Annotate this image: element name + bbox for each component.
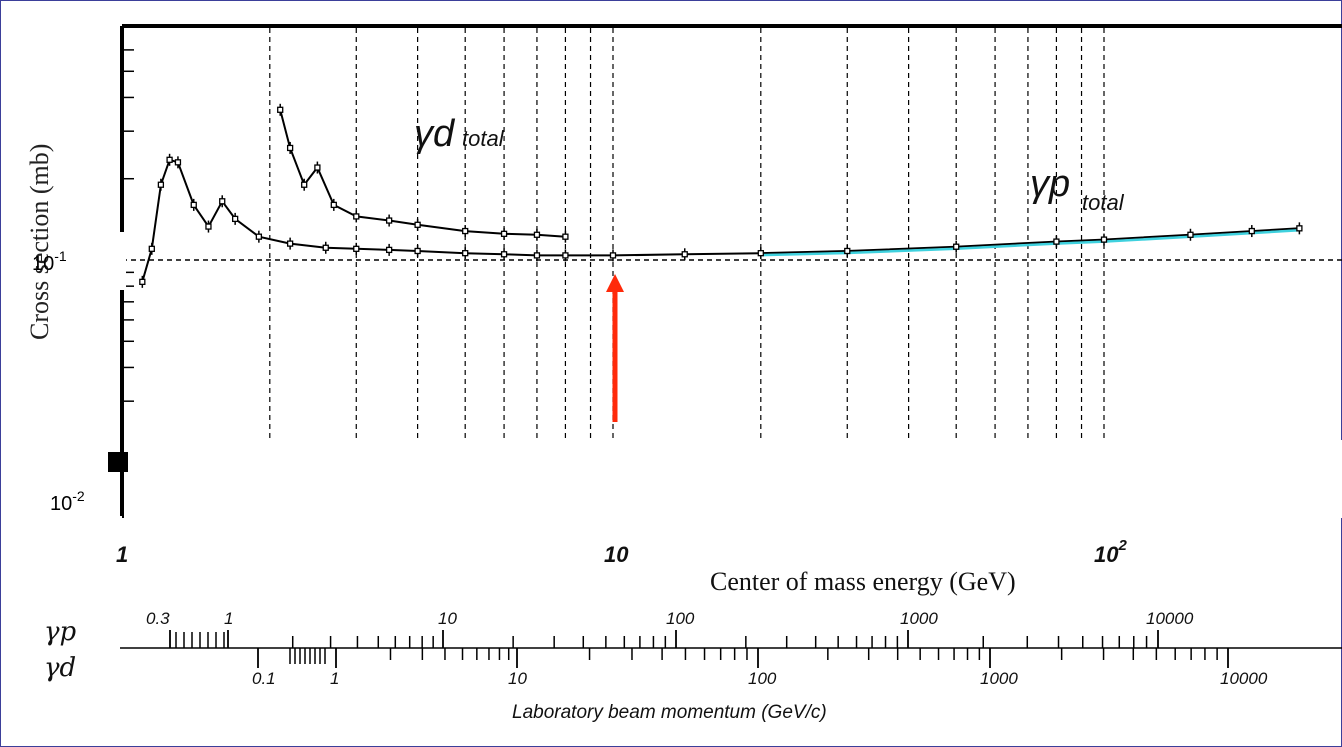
series-line-gamma-d <box>279 109 566 238</box>
gd-tick-0.1: 0.1 <box>252 669 276 688</box>
data-point <box>414 221 421 228</box>
data-point <box>533 231 541 238</box>
gamma-p-ticks <box>169 630 1159 648</box>
data-point <box>286 240 294 247</box>
mask-lower <box>124 440 1342 518</box>
data-point <box>353 245 360 252</box>
gamma-p-fit-line <box>760 229 1300 257</box>
data-series <box>139 103 1303 288</box>
gamma-p-annotation: γp total <box>1030 163 1125 215</box>
red-arrow-indicator <box>606 274 624 422</box>
gamma-p-subscript: total <box>1082 190 1125 215</box>
gamma-p-label: γp <box>1030 163 1070 205</box>
data-point <box>314 164 321 171</box>
data-point <box>462 227 469 235</box>
data-point <box>205 223 212 230</box>
gamma-d-annotation: γd total <box>414 113 505 155</box>
y-axis-title: Cross section (mb) <box>25 144 54 340</box>
data-point <box>219 198 226 205</box>
data-point <box>462 250 469 257</box>
series-line-gamma-p <box>141 158 1300 283</box>
data-point <box>301 181 308 188</box>
data-point <box>844 247 851 255</box>
gp-tick-0.3: 0.3 <box>146 609 170 628</box>
data-point <box>533 252 541 259</box>
gamma-p-axis-label: γp <box>44 617 77 647</box>
data-point <box>190 201 197 209</box>
data-point <box>277 106 284 113</box>
data-point <box>385 246 393 254</box>
data-point <box>757 250 764 257</box>
data-point <box>322 244 329 251</box>
data-point <box>353 213 360 220</box>
gp-tick-1000: 1000 <box>900 609 938 628</box>
data-point <box>157 181 165 188</box>
data-point <box>232 215 239 223</box>
data-point <box>500 230 508 237</box>
gamma-d-subscript: total <box>462 126 505 151</box>
gd-tick-10000: 10000 <box>1220 669 1268 688</box>
gamma-d-axis-label: γd <box>44 653 76 683</box>
y-tick-label-0.01: 10-2 <box>50 488 85 515</box>
gamma-d-label: γd <box>414 113 456 155</box>
data-point <box>1100 236 1108 243</box>
data-point <box>562 233 569 240</box>
data-point <box>681 251 688 258</box>
secondary-axis-title: Laboratory beam momentum (GeV/c) <box>512 702 827 723</box>
x-tick-label-10: 10 <box>604 542 629 567</box>
data-point <box>1296 225 1303 232</box>
data-point <box>1053 238 1060 245</box>
x-tick-label-1: 1 <box>116 542 128 567</box>
gp-tick-1: 1 <box>224 609 233 628</box>
mask-left-label <box>14 232 126 290</box>
data-point <box>385 217 393 224</box>
gd-tick-1000: 1000 <box>980 669 1018 688</box>
data-point <box>286 144 294 152</box>
gd-tick-1: 1 <box>330 669 339 688</box>
x-tick-label-100: 102 <box>1094 537 1127 567</box>
data-point <box>953 243 960 250</box>
data-point <box>174 159 182 166</box>
data-point <box>1187 231 1194 238</box>
gamma-d-ticks <box>257 648 1229 668</box>
lab-momentum-axes: γp γd 0.3 1 10 100 1000 10000 0.1 1 10 1… <box>44 609 1342 723</box>
data-point <box>166 156 173 163</box>
data-point <box>414 247 421 255</box>
data-point <box>1248 227 1255 235</box>
data-point <box>139 278 146 285</box>
data-point <box>609 252 617 259</box>
data-point <box>330 201 337 209</box>
gp-tick-10000: 10000 <box>1146 609 1194 628</box>
data-point <box>148 245 155 252</box>
data-point <box>562 252 569 259</box>
gp-tick-100: 100 <box>666 609 695 628</box>
data-point <box>255 233 263 240</box>
gd-tick-100: 100 <box>748 669 777 688</box>
x-axis-title: Center of mass energy (GeV) <box>710 567 1016 596</box>
gp-tick-10: 10 <box>438 609 457 628</box>
mask-left-marker <box>108 452 128 472</box>
grid-lines <box>269 28 1105 514</box>
data-point <box>500 251 508 258</box>
gd-tick-10: 10 <box>508 669 527 688</box>
